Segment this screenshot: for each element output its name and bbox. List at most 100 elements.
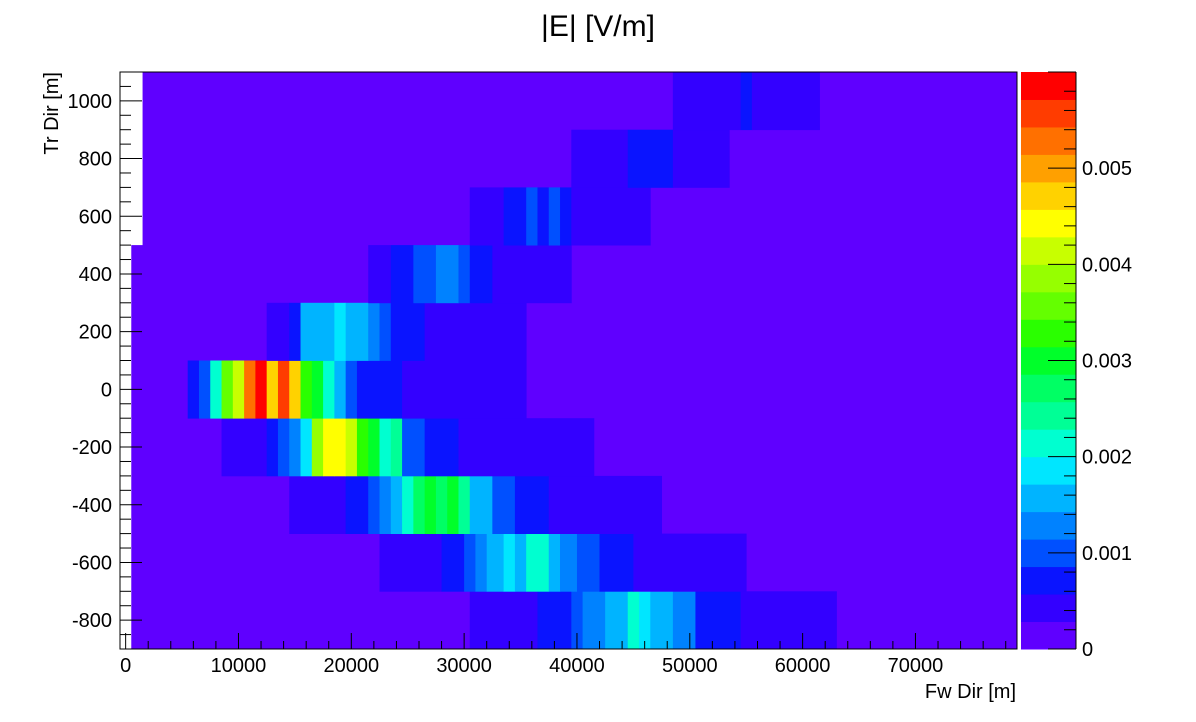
colorbar-band	[1021, 236, 1076, 265]
x-tick-label: 70000	[888, 655, 944, 677]
x-tick-label: 30000	[436, 655, 492, 677]
colorbar-band	[1021, 374, 1076, 403]
heatmap-cell	[560, 187, 572, 246]
heatmap-cell	[345, 475, 369, 534]
heatmap-cell	[548, 533, 561, 592]
y-tick-label: -800	[72, 610, 112, 632]
heatmap-cell	[548, 475, 662, 534]
x-tick-label: 10000	[211, 655, 267, 677]
y-tick-label: 400	[79, 264, 112, 286]
heatmap-cell	[368, 302, 380, 361]
x-tick-label: 60000	[775, 655, 831, 677]
y-tick-label: -200	[72, 437, 112, 459]
x-tick-label: 0	[120, 655, 131, 677]
colorbar-band	[1021, 264, 1076, 293]
heatmap-cell	[469, 245, 493, 304]
heatmap-cell	[672, 72, 741, 131]
x-tick-label: 50000	[662, 655, 718, 677]
heatmap-cell	[402, 418, 426, 477]
heatmap-cell	[633, 533, 747, 592]
heatmap-cell	[300, 360, 313, 419]
heatmap-cell	[277, 360, 290, 419]
heatmap-cell	[187, 360, 200, 419]
y-axis-label: Tr Dir [m]	[41, 72, 63, 155]
colorbar-band	[1021, 181, 1076, 210]
colorbar-tick-label: 0.005	[1082, 158, 1132, 180]
heatmap-cell	[379, 302, 392, 361]
heatmap-cell	[390, 245, 414, 304]
heatmap-cell	[289, 475, 347, 534]
heatmap-cell	[390, 418, 403, 477]
heatmap-cell	[289, 360, 301, 419]
heatmap-cell	[266, 302, 290, 361]
heatmap-cell	[514, 475, 550, 534]
heatmap-cell	[311, 360, 324, 419]
heatmap-cell	[424, 302, 527, 361]
heatmap-cell	[458, 245, 471, 304]
colorbar-band	[1021, 209, 1076, 238]
heatmap-cell	[469, 475, 493, 534]
colorbar-band	[1021, 484, 1076, 513]
heatmap-cell	[379, 533, 442, 592]
colorbar-tick-label: 0.001	[1082, 543, 1132, 565]
heatmap-cell	[221, 418, 268, 477]
heatmap-cell	[198, 360, 211, 419]
colorbar-band	[1021, 621, 1076, 650]
y-axis: -800 -600 -400 -200 0 200 400 600 800 1000	[68, 71, 142, 650]
heatmap-cell	[210, 360, 222, 419]
heatmap-cell	[311, 418, 324, 477]
heatmap-cell	[526, 533, 550, 592]
heatmap-cell	[464, 533, 476, 592]
heatmap-cell	[334, 418, 347, 477]
heatmap-cell	[356, 418, 369, 477]
x-tick-label: 20000	[323, 655, 379, 677]
heatmap-cell	[458, 475, 471, 534]
colorbar-band	[1021, 319, 1076, 348]
heatmap-cell	[390, 302, 426, 361]
heatmap-cell	[435, 475, 448, 534]
heatmap-cell	[740, 591, 837, 650]
heatmap-cell	[492, 475, 516, 534]
heatmap-cell	[402, 360, 527, 419]
colorbar-tick-label: 0	[1082, 639, 1093, 661]
heatmap-cell	[475, 533, 488, 592]
x-tick-label: 40000	[549, 655, 605, 677]
heatmap-cell	[356, 360, 403, 419]
plot-cells	[120, 72, 1017, 650]
heatmap-cell	[751, 72, 820, 131]
colorbar	[1021, 72, 1077, 650]
x-axis: 0 10000 20000 30000 40000 50000 60000 70000	[120, 633, 1007, 677]
heatmap-cell	[503, 533, 516, 592]
heatmap-cell	[402, 475, 414, 534]
heatmap-cell	[458, 418, 595, 477]
heatmap-cell	[390, 475, 403, 534]
y-tick-label: 0	[101, 379, 112, 401]
heatmap-cell	[627, 129, 674, 188]
heatmap-cell	[266, 360, 279, 419]
heatmap-cell	[469, 187, 505, 246]
colorbar-band	[1021, 126, 1076, 155]
heatmap-cell	[672, 591, 696, 650]
heatmap-cell	[441, 533, 465, 592]
heatmap-cell	[345, 302, 369, 361]
heatmap-cell	[334, 360, 347, 419]
colorbar-band	[1021, 594, 1076, 623]
heatmap-cell	[266, 418, 279, 477]
heatmap-cell	[345, 418, 358, 477]
heatmap-cell	[639, 591, 651, 650]
heatmap-cell	[599, 533, 634, 592]
heatmap-cell	[424, 475, 437, 534]
heatmap-cell	[576, 533, 600, 592]
heatmap-cell	[548, 187, 561, 246]
heatmap-cell	[571, 591, 584, 650]
colorbar-band	[1021, 291, 1076, 320]
heatmap-cell	[537, 591, 572, 650]
y-tick-label: -600	[72, 552, 112, 574]
x-axis-label: Fw Dir [m]	[925, 681, 1016, 703]
heatmap-cell	[289, 302, 301, 361]
colorbar-band	[1021, 72, 1076, 100]
y-tick-label: 600	[79, 206, 112, 228]
chart-title: |E| [V/m]	[541, 10, 655, 43]
heatmap-cell	[232, 360, 245, 419]
heatmap-cell	[571, 129, 629, 188]
